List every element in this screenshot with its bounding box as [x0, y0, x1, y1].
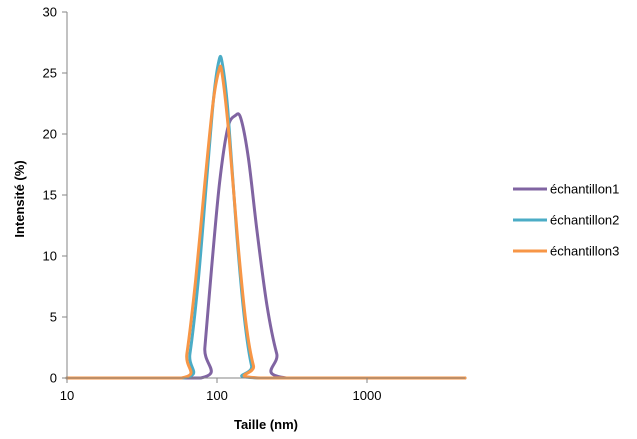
legend-label: échantillon1: [550, 182, 619, 197]
y-tick-label: 10: [43, 249, 57, 264]
y-tick-label: 25: [43, 66, 57, 81]
x-tick-label: 100: [206, 388, 228, 403]
x-axis-title: Taille (nm): [234, 417, 298, 432]
plot-area: [65, 54, 467, 380]
legend-label: échantillon3: [550, 244, 619, 259]
y-axis-title: Intensité (%): [12, 160, 27, 237]
series-line-échantillon3: [65, 64, 467, 380]
y-tick-label: 30: [43, 5, 57, 20]
x-tick-label: 10: [60, 388, 74, 403]
x-tick-label: 1000: [353, 388, 382, 403]
series-line-échantillon1: [65, 112, 467, 380]
y-tick-label: 15: [43, 188, 57, 203]
y-tick-label: 20: [43, 127, 57, 142]
series-line-échantillon2: [65, 54, 467, 380]
y-tick-label: 5: [50, 310, 57, 325]
y-tick-label: 0: [50, 371, 57, 386]
legend-label: échantillon2: [550, 213, 619, 228]
legend: échantillon1 échantillon2 échantillon3: [513, 182, 619, 259]
axes: 0 5 10 15 20 25 30 10 100 1000: [43, 5, 465, 403]
